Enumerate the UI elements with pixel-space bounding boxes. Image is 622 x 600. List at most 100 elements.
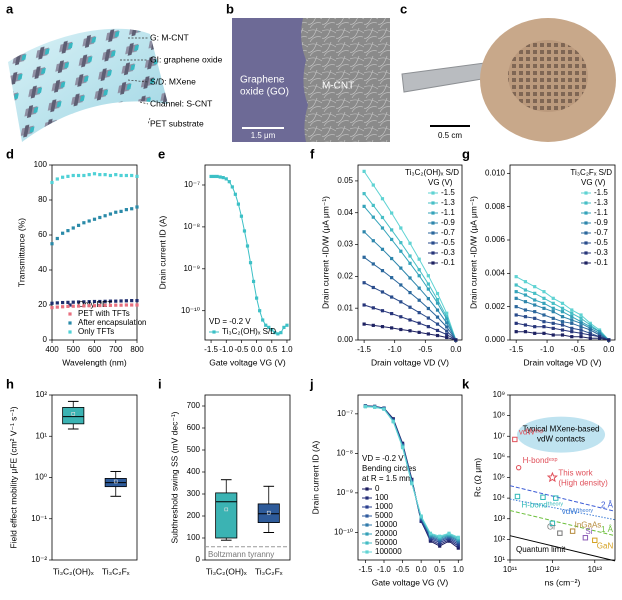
data-point — [512, 436, 518, 443]
data-point — [108, 212, 113, 216]
y-tick-label: 10⁻⁹ — [183, 264, 200, 273]
data-point — [523, 315, 528, 319]
mean — [113, 479, 118, 484]
data-point — [445, 317, 449, 321]
y-tick-label: 0.00 — [337, 335, 353, 344]
data-point — [533, 310, 537, 314]
legend-label: 100000 — [375, 547, 402, 556]
x-tick-label: -0.5 — [418, 345, 432, 354]
data-point — [124, 303, 128, 307]
legend-label: -1.5 — [594, 188, 608, 197]
data-point — [456, 546, 460, 550]
data-point — [588, 333, 592, 337]
data-point — [380, 309, 385, 313]
legend-subtitle: VG (V) — [428, 178, 453, 187]
y-tick-label: 0.010 — [485, 168, 506, 177]
data-point — [597, 330, 602, 334]
data-point — [382, 407, 386, 411]
data-point — [560, 328, 565, 332]
panel-label: d — [6, 146, 14, 161]
y-tick-label: 10² — [35, 390, 47, 399]
x-tick-label: -1.0 — [377, 565, 391, 574]
data-point — [417, 257, 421, 261]
data-point — [362, 192, 366, 196]
plot-frame — [357, 394, 463, 561]
data-point — [50, 306, 54, 310]
data-point — [408, 318, 412, 322]
data-point — [445, 315, 449, 319]
data-point — [98, 173, 102, 177]
data-point — [426, 332, 430, 336]
data-point — [363, 405, 368, 409]
y-tick-label: 10⁰ — [35, 473, 47, 482]
data-point — [435, 333, 440, 338]
scale-label: 1.5 μm — [251, 131, 276, 140]
data-point — [55, 177, 59, 181]
y-tick-label: 10⁻⁷ — [337, 409, 353, 418]
data-point — [588, 323, 592, 327]
data-point — [445, 329, 449, 333]
legend-swatch — [68, 312, 72, 316]
data-point — [533, 316, 537, 320]
data-point — [597, 335, 602, 339]
scale-label: 0.5 cm — [438, 131, 462, 140]
data-point — [408, 305, 412, 309]
legend-swatch — [365, 541, 369, 545]
data-point — [82, 173, 86, 178]
data-point — [560, 315, 565, 319]
legend-title: Ti₃C₂Fₓ S/D — [570, 168, 612, 177]
x-tick-label: 0.0 — [251, 345, 263, 354]
panel-label: g — [462, 146, 470, 161]
data-point — [514, 305, 518, 309]
x-tick-label: 700 — [109, 345, 123, 354]
data-point — [533, 303, 537, 307]
layer-label: Channel: S-CNT — [150, 98, 212, 108]
y-tick-label: 10⁻² — [31, 555, 47, 564]
y-axis-label: Drain current ID (A) — [310, 440, 320, 514]
image-label: oxide (GO) — [240, 87, 289, 98]
legend-swatch — [584, 211, 588, 215]
data-point — [371, 215, 375, 219]
data-point — [588, 321, 592, 325]
y-tick-label: 10⁻¹⁰ — [181, 306, 200, 315]
y-tick-label: 60 — [38, 230, 47, 239]
data-point — [445, 335, 449, 340]
data-point — [108, 303, 113, 307]
legend-swatch — [584, 251, 588, 255]
data-point — [71, 173, 75, 178]
data-point — [135, 205, 139, 209]
y-tick-label: 10¹ — [493, 555, 505, 564]
legend-swatch — [68, 330, 72, 334]
y-tick-label: 10⁷ — [493, 431, 505, 440]
mean — [71, 412, 76, 416]
box — [62, 407, 85, 425]
data-point — [380, 226, 385, 230]
data-point — [570, 321, 574, 325]
y-tick-label: 0.05 — [337, 176, 353, 185]
data-point — [408, 290, 412, 295]
data-point — [114, 173, 118, 177]
plot-frame — [204, 164, 291, 341]
data-point — [248, 261, 253, 265]
data-point — [380, 215, 385, 220]
data-point — [76, 300, 81, 304]
panel-label: e — [158, 146, 165, 161]
legend-label: -1.5 — [441, 188, 455, 197]
data-point — [98, 215, 102, 220]
panel-c: 0.5 cm — [401, 18, 616, 142]
data-point — [454, 338, 458, 342]
panel-label: f — [310, 146, 315, 161]
data-point — [426, 316, 430, 320]
data-point — [570, 330, 574, 334]
data-point — [362, 204, 366, 208]
data-point — [114, 210, 118, 214]
data-point — [371, 306, 375, 310]
series-line — [509, 485, 616, 512]
data-point — [390, 211, 394, 215]
data-point — [380, 290, 385, 294]
data-point — [523, 300, 528, 304]
data-point — [579, 320, 583, 324]
data-point — [399, 283, 403, 287]
data-point — [218, 175, 222, 179]
legend-swatch — [431, 251, 435, 255]
